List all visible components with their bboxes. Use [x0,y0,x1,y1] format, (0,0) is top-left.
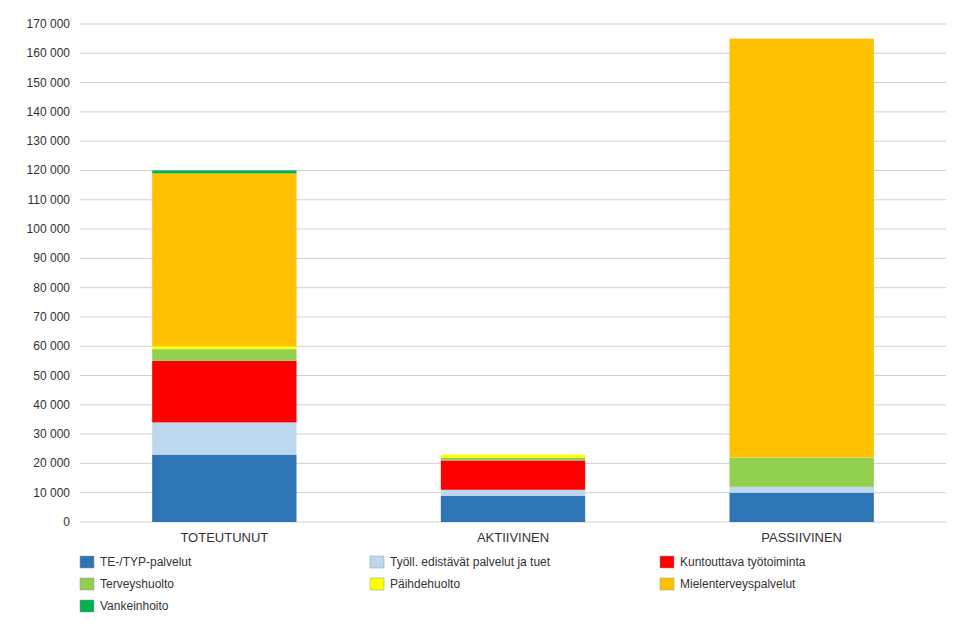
y-tick-label: 130 000 [27,134,71,148]
y-tick-label: 0 [63,515,70,529]
y-tick-label: 150 000 [27,76,71,90]
bar-segment [441,490,585,496]
bar-segment [152,346,296,349]
y-tick-label: 50 000 [33,369,70,383]
bar-segment [441,458,585,461]
bar-segment [441,496,585,522]
legend-swatch [660,578,674,590]
legend-label: Työll. edistävät palvelut ja tuet [390,555,551,569]
y-tick-label: 30 000 [33,427,70,441]
bar-segment [441,454,585,455]
y-tick-label: 140 000 [27,105,71,119]
legend-swatch [660,556,674,568]
legend: TE-/TYP-palvelut Työll. edistävät palvelu… [80,555,806,613]
bar-segment [152,455,296,522]
legend-label: Kuntouttava työtoiminta [680,555,806,569]
y-tick-label: 20 000 [33,456,70,470]
bar-segment [152,173,296,346]
legend-item: Työll. edistävät palvelut ja tuet [370,555,551,569]
chart: 0 10 000 20 000 30 000 40 000 50 000 60 000 70 … [0,0,976,638]
y-tick-label: 10 000 [33,486,70,500]
bar-segment [730,493,874,522]
y-tick-label: 90 000 [33,251,70,265]
legend-item: Päihdehuolto [370,577,460,591]
legend-swatch [80,556,94,568]
y-tick-label: 70 000 [33,310,70,324]
x-axis: TOTEUTUNUT AKTIIVINEN PASSIIVINEN [180,530,842,545]
legend-item: TE-/TYP-palvelut [80,555,192,569]
bar-segment [730,39,874,458]
y-tick-label: 170 000 [27,17,71,31]
y-tick-label: 160 000 [27,46,71,60]
y-tick-label: 120 000 [27,163,71,177]
bar-segment [441,460,585,489]
bar-segment [730,487,874,493]
legend-swatch [80,600,94,612]
bar-segment [152,349,296,361]
grid-line [80,24,946,25]
x-tick-label: TOTEUTUNUT [180,530,268,545]
bar-segment [152,422,296,454]
x-tick-label: AKTIIVINEN [477,530,549,545]
legend-label: Mielenterveyspalvelut [680,577,796,591]
legend-label: Päihdehuolto [390,577,460,591]
bars [152,39,874,522]
y-tick-label: 100 000 [27,222,71,236]
x-tick-label: PASSIIVINEN [761,530,842,545]
legend-swatch [370,556,384,568]
grid [80,24,946,522]
bar-segment [730,458,874,487]
y-tick-label: 110 000 [28,193,71,207]
legend-label: Terveyshuolto [100,577,174,591]
legend-swatch [370,578,384,590]
legend-item: Terveyshuolto [80,577,174,591]
legend-item: Vankeinhoito [80,599,169,613]
legend-item: Mielenterveyspalvelut [660,577,796,591]
legend-label: TE-/TYP-palvelut [100,555,192,569]
legend-swatch [80,578,94,590]
bar-segment [152,170,296,173]
bar-segment [730,38,874,39]
legend-label: Vankeinhoito [100,599,169,613]
bar-segment [441,454,585,455]
bar-segment [152,361,296,423]
y-tick-label: 60 000 [33,339,70,353]
legend-item: Kuntouttava työtoiminta [660,555,806,569]
y-tick-label: 80 000 [33,281,70,295]
y-tick-label: 40 000 [33,398,70,412]
bar-segment [441,455,585,458]
y-axis: 0 10 000 20 000 30 000 40 000 50 000 60 000 70 … [27,17,71,529]
